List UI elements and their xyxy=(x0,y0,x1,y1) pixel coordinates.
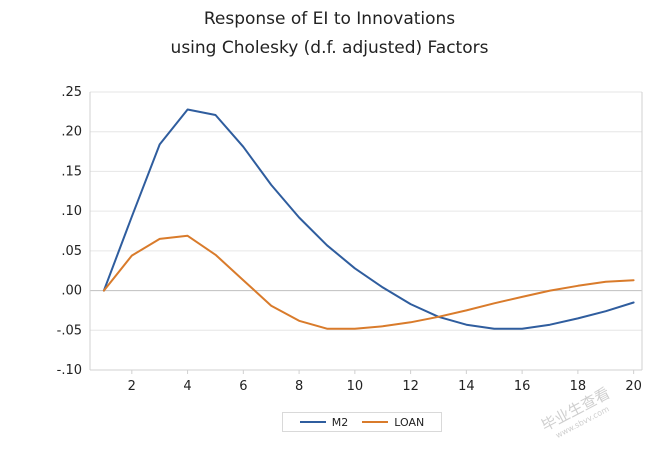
legend: M2 LOAN xyxy=(282,412,442,432)
series-lines xyxy=(102,108,635,330)
x-tick-label: 16 xyxy=(514,379,531,394)
x-tick-label: 8 xyxy=(295,379,303,394)
chart-title: Response of EI to Innovations xyxy=(203,9,456,29)
legend-swatch-m2 xyxy=(299,421,326,423)
plot-frame xyxy=(89,92,643,371)
legend-label-loan: LOAN xyxy=(394,415,425,429)
series-line-loan xyxy=(102,234,635,330)
x-tick-label: 20 xyxy=(625,379,642,394)
y-tick-label: .10 xyxy=(61,204,82,219)
x-tick-label: 6 xyxy=(239,379,247,394)
x-axis-ticks: 2 4 6 8 10 12 14 16 18 20 xyxy=(128,370,642,394)
y-tick-label: .20 xyxy=(61,125,82,140)
x-tick-label: 12 xyxy=(402,379,419,394)
y-tick-label: .25 xyxy=(61,85,82,100)
y-tick-label: .00 xyxy=(61,284,82,299)
x-tick-label: 2 xyxy=(128,379,136,394)
y-tick-label: -.10 xyxy=(57,363,82,378)
legend-item-loan: LOAN xyxy=(362,416,424,429)
legend-label-m2: M2 xyxy=(331,415,349,429)
x-tick-label: 14 xyxy=(458,379,475,394)
x-tick-label: 10 xyxy=(347,379,364,394)
y-tick-label: .05 xyxy=(61,244,82,259)
y-tick-label: .15 xyxy=(61,164,82,179)
x-tick-label: 4 xyxy=(183,379,191,394)
chart-subtitle: using Cholesky (d.f. adjusted) Factors xyxy=(170,38,489,58)
x-tick-label: 18 xyxy=(570,379,587,394)
series-line-m2 xyxy=(102,108,635,330)
legend-swatch-loan xyxy=(362,421,389,423)
legend-item-m2: M2 xyxy=(299,415,349,429)
y-axis-ticks: -.10 -.05 .00 .05 .10 .15 .20 .25 xyxy=(57,85,82,378)
y-tick-label: -.05 xyxy=(57,323,82,338)
